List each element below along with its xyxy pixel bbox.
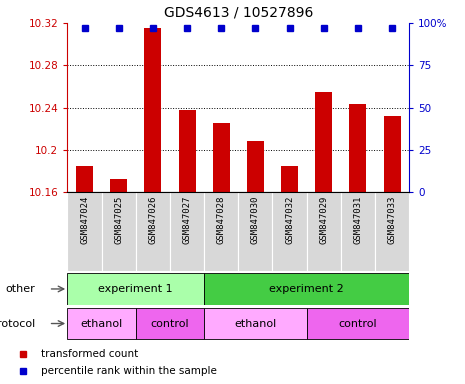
Bar xyxy=(170,192,204,271)
Text: GSM847026: GSM847026 xyxy=(148,196,157,244)
Bar xyxy=(341,192,375,271)
Bar xyxy=(67,273,204,305)
Text: GSM847024: GSM847024 xyxy=(80,196,89,244)
Bar xyxy=(204,192,238,271)
Bar xyxy=(144,28,161,192)
Bar xyxy=(306,308,409,339)
Bar xyxy=(384,116,401,192)
Bar xyxy=(349,104,366,192)
Bar xyxy=(67,192,101,271)
Bar xyxy=(306,192,341,271)
Text: GSM847031: GSM847031 xyxy=(353,196,362,244)
Bar xyxy=(67,308,136,339)
Text: GSM847027: GSM847027 xyxy=(183,196,192,244)
Text: ethanol: ethanol xyxy=(234,318,277,329)
Text: protocol: protocol xyxy=(0,318,35,329)
Bar xyxy=(204,273,409,305)
Bar xyxy=(179,110,196,192)
Bar xyxy=(101,192,136,271)
Bar xyxy=(136,192,170,271)
Bar xyxy=(238,192,272,271)
Bar xyxy=(136,308,204,339)
Bar xyxy=(272,192,306,271)
Bar xyxy=(204,308,306,339)
Text: other: other xyxy=(5,284,35,294)
Bar xyxy=(76,166,93,192)
Bar xyxy=(213,123,230,192)
Text: ethanol: ethanol xyxy=(80,318,123,329)
Text: GSM847025: GSM847025 xyxy=(114,196,123,244)
Text: GSM847029: GSM847029 xyxy=(319,196,328,244)
Text: GSM847033: GSM847033 xyxy=(388,196,397,244)
Text: GSM847032: GSM847032 xyxy=(285,196,294,244)
Text: GSM847030: GSM847030 xyxy=(251,196,260,244)
Bar xyxy=(110,179,127,192)
Title: GDS4613 / 10527896: GDS4613 / 10527896 xyxy=(164,5,313,19)
Text: transformed count: transformed count xyxy=(41,349,139,359)
Bar xyxy=(281,166,298,192)
Bar xyxy=(247,141,264,192)
Text: control: control xyxy=(339,318,377,329)
Bar xyxy=(315,92,332,192)
Text: control: control xyxy=(151,318,189,329)
Text: percentile rank within the sample: percentile rank within the sample xyxy=(41,366,217,376)
Text: experiment 1: experiment 1 xyxy=(99,284,173,294)
Text: experiment 2: experiment 2 xyxy=(269,284,344,294)
Bar xyxy=(375,192,409,271)
Text: GSM847028: GSM847028 xyxy=(217,196,226,244)
